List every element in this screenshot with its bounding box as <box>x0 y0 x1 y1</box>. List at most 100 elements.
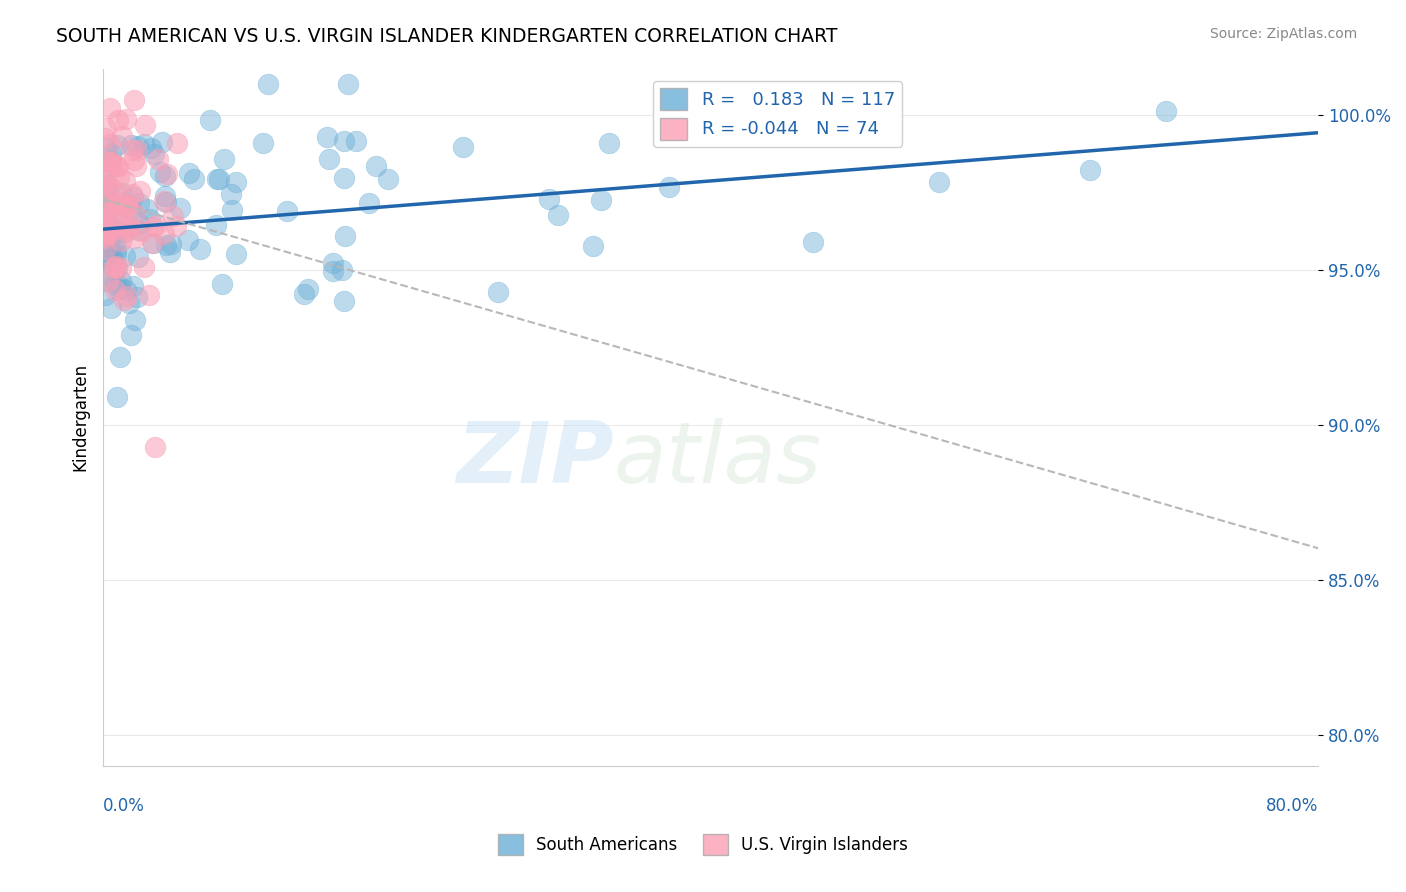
Point <box>93 172 115 186</box>
Point <box>177 233 200 247</box>
Point <box>110 274 132 288</box>
Point <box>276 204 298 219</box>
Point <box>225 247 247 261</box>
Point <box>114 174 136 188</box>
Point <box>142 147 165 161</box>
Point <box>108 280 131 294</box>
Point <box>104 235 127 250</box>
Point <box>156 167 179 181</box>
Point <box>121 143 143 157</box>
Text: atlas: atlas <box>613 417 821 500</box>
Text: SOUTH AMERICAN VS U.S. VIRGIN ISLANDER KINDERGARTEN CORRELATION CHART: SOUTH AMERICAN VS U.S. VIRGIN ISLANDER K… <box>56 27 838 45</box>
Point <box>1080 163 1102 178</box>
Point <box>153 189 176 203</box>
Point <box>104 222 127 236</box>
Text: 0.0%: 0.0% <box>103 797 145 814</box>
Point <box>103 260 125 274</box>
Point <box>93 227 115 241</box>
Point <box>94 121 117 136</box>
Point <box>94 141 117 155</box>
Point <box>98 194 121 209</box>
Point <box>155 195 177 210</box>
Point <box>122 153 145 167</box>
Point <box>160 237 183 252</box>
Point <box>115 283 138 297</box>
Point <box>94 242 117 256</box>
Point <box>105 390 128 404</box>
Point <box>127 290 149 304</box>
Point <box>103 183 125 197</box>
Point <box>211 277 233 291</box>
Point <box>120 202 142 217</box>
Point <box>98 137 121 152</box>
Point <box>166 136 188 150</box>
Point <box>139 211 162 226</box>
Point <box>122 278 145 293</box>
Point <box>221 202 243 217</box>
Point <box>94 210 117 224</box>
Point <box>125 159 148 173</box>
Point <box>143 440 166 454</box>
Point <box>108 169 131 184</box>
Legend: R =   0.183   N = 117, R = -0.044   N = 74: R = 0.183 N = 117, R = -0.044 N = 74 <box>652 81 903 147</box>
Point <box>97 189 120 203</box>
Point <box>96 186 118 200</box>
Point <box>110 260 132 275</box>
Point <box>110 235 132 249</box>
Point <box>128 217 150 231</box>
Point <box>155 237 177 252</box>
Point <box>322 256 344 270</box>
Point <box>100 155 122 169</box>
Point <box>93 209 115 223</box>
Point <box>121 187 143 202</box>
Point <box>122 230 145 244</box>
Point <box>115 112 138 127</box>
Point <box>100 244 122 258</box>
Point <box>105 243 128 257</box>
Point <box>149 165 172 179</box>
Point <box>96 227 118 242</box>
Point <box>98 154 121 169</box>
Point <box>177 166 200 180</box>
Point <box>153 227 176 241</box>
Point <box>110 194 132 209</box>
Point <box>97 178 120 193</box>
Point <box>135 202 157 216</box>
Point <box>453 140 475 154</box>
Point <box>114 225 136 239</box>
Point <box>139 140 162 154</box>
Point <box>107 159 129 173</box>
Point <box>591 193 613 207</box>
Point <box>93 166 115 180</box>
Point <box>105 196 128 211</box>
Point <box>93 274 115 288</box>
Point <box>103 275 125 289</box>
Point <box>105 260 128 275</box>
Point <box>188 242 211 256</box>
Point <box>127 250 149 264</box>
Point <box>582 239 605 253</box>
Point <box>117 220 139 235</box>
Point <box>97 204 120 219</box>
Point <box>124 313 146 327</box>
Point <box>97 274 120 288</box>
Point <box>98 252 121 267</box>
Point <box>333 293 356 308</box>
Point <box>118 295 141 310</box>
Point <box>118 218 141 232</box>
Point <box>93 245 115 260</box>
Point <box>547 209 569 223</box>
Point <box>292 287 315 301</box>
Point <box>333 229 356 244</box>
Legend: South Americans, U.S. Virgin Islanders: South Americans, U.S. Virgin Islanders <box>492 828 914 862</box>
Point <box>104 283 127 297</box>
Point <box>205 218 228 232</box>
Point <box>120 328 142 343</box>
Point <box>97 161 120 175</box>
Point <box>141 235 163 250</box>
Point <box>198 112 221 127</box>
Point <box>98 101 121 115</box>
Point <box>104 261 127 276</box>
Point <box>297 282 319 296</box>
Point <box>162 209 184 223</box>
